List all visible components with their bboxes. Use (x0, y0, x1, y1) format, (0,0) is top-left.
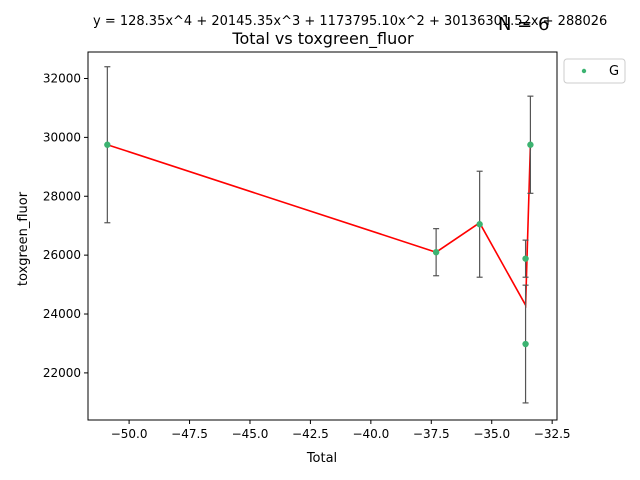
y-tick-label: 26000 (43, 248, 81, 262)
legend-box (563, 58, 626, 84)
legend-marker (581, 68, 587, 74)
chart-title: Total vs toxgreen_fluor (231, 29, 414, 49)
legend: G (563, 58, 626, 84)
x-tick-label: −42.5 (292, 427, 329, 441)
sample-count: N = 6 (498, 14, 549, 35)
y-tick-label: 28000 (43, 189, 81, 203)
x-tick-label: −35.0 (473, 427, 510, 441)
x-axis-label: Total (306, 451, 337, 466)
axes-frame (87, 51, 558, 421)
plot-background (88, 52, 557, 420)
x-tick-label: −37.5 (413, 427, 450, 441)
data-point (522, 255, 529, 262)
y-axis-label: toxgreen_fluor (16, 191, 31, 286)
y-tick-label: 32000 (43, 71, 81, 85)
fit-equation: y = 128.35x^4 + 20145.35x^3 + 1173795.10… (93, 14, 607, 29)
data-point (522, 340, 529, 348)
legend-label: G (609, 64, 619, 79)
x-tick-label: −47.5 (171, 427, 208, 441)
axes: −50.0 −47.5 −45.0 −42.5 −40.0 −37.5 −35.0 −32.5… (43, 51, 571, 441)
data-points (104, 141, 534, 348)
data-point (104, 141, 111, 148)
data-point (432, 248, 440, 256)
plot-area (88, 52, 557, 420)
y-tick-label: 22000 (43, 366, 81, 380)
data-point (476, 221, 483, 228)
y-tick-label: 30000 (43, 130, 81, 144)
y-tick-label: 24000 (43, 307, 81, 321)
x-tick-label: −32.5 (534, 427, 571, 441)
x-tick-label: −45.0 (232, 427, 269, 441)
data-point (527, 141, 534, 148)
x-tick-label: −50.0 (111, 427, 148, 441)
x-tick-label: −40.0 (352, 427, 389, 441)
